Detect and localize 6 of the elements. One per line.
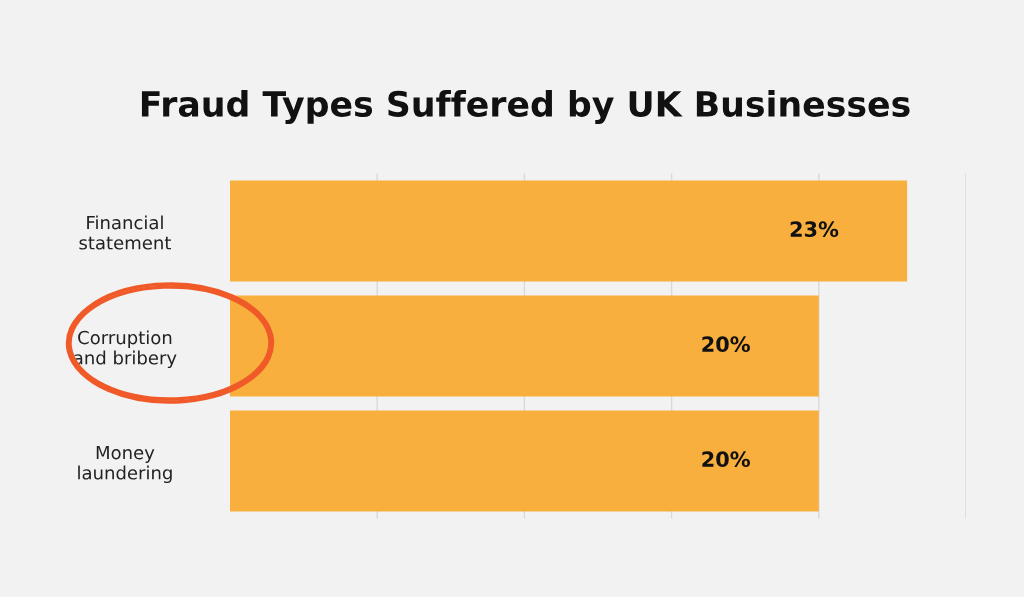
y-tick-label: Financial statement (79, 215, 171, 250)
data-label: 23% (790, 221, 839, 238)
data-label: 20% (702, 451, 750, 468)
data-label: 20% (702, 336, 750, 353)
chart-title: Fraud Types Suffered by UK Businesses (141, 90, 910, 124)
y-tick-label: Money laundering (78, 445, 172, 484)
